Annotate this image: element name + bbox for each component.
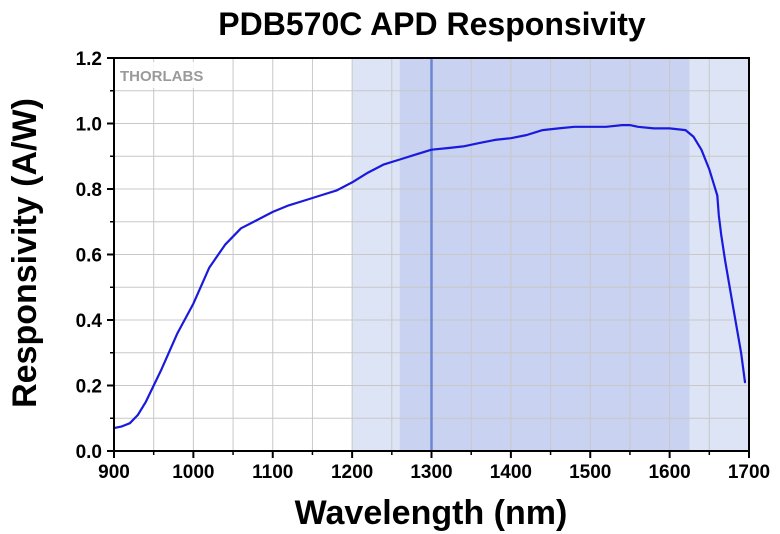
x-tick-label: 1100 [252,462,293,483]
x-tick-label: 1500 [569,462,611,483]
y-tick-label: 1.0 [76,115,102,136]
y-tick-label: 0.8 [76,180,102,201]
logo-text: THORLABS [120,68,203,85]
y-tick-label: 0.0 [76,442,102,463]
x-axis-label: Wavelength (nm) [295,494,568,532]
responsivity-line [112,124,747,430]
y-tick-label: 0.2 [76,377,102,398]
x-tick-label: 1600 [648,462,690,483]
y-tick-label: 1.2 [76,49,102,70]
x-tick-label: 1700 [728,462,770,483]
x-tick-label: 900 [98,462,130,483]
axis-ticks [107,57,750,458]
x-tick-label: 1200 [331,462,373,483]
y-tick-label: 0.4 [76,311,103,332]
x-tick-label: 1000 [172,462,214,483]
y-tick-labels: 0.0 0.2 0.4 0.6 0.8 1.0 1.2 [76,49,103,463]
y-tick-label: 0.6 [76,246,102,267]
y-axis-label: Responsivity (A/W) [6,98,44,408]
thorlabs-logo: THORLABS [116,62,216,88]
x-tick-labels: 900 1000 1100 1200 1300 1400 1500 1600 1700 [98,462,770,483]
x-tick-label: 1300 [410,462,452,483]
x-tick-label: 1400 [490,462,532,483]
chart-title: PDB570C APD Responsivity [218,6,646,42]
